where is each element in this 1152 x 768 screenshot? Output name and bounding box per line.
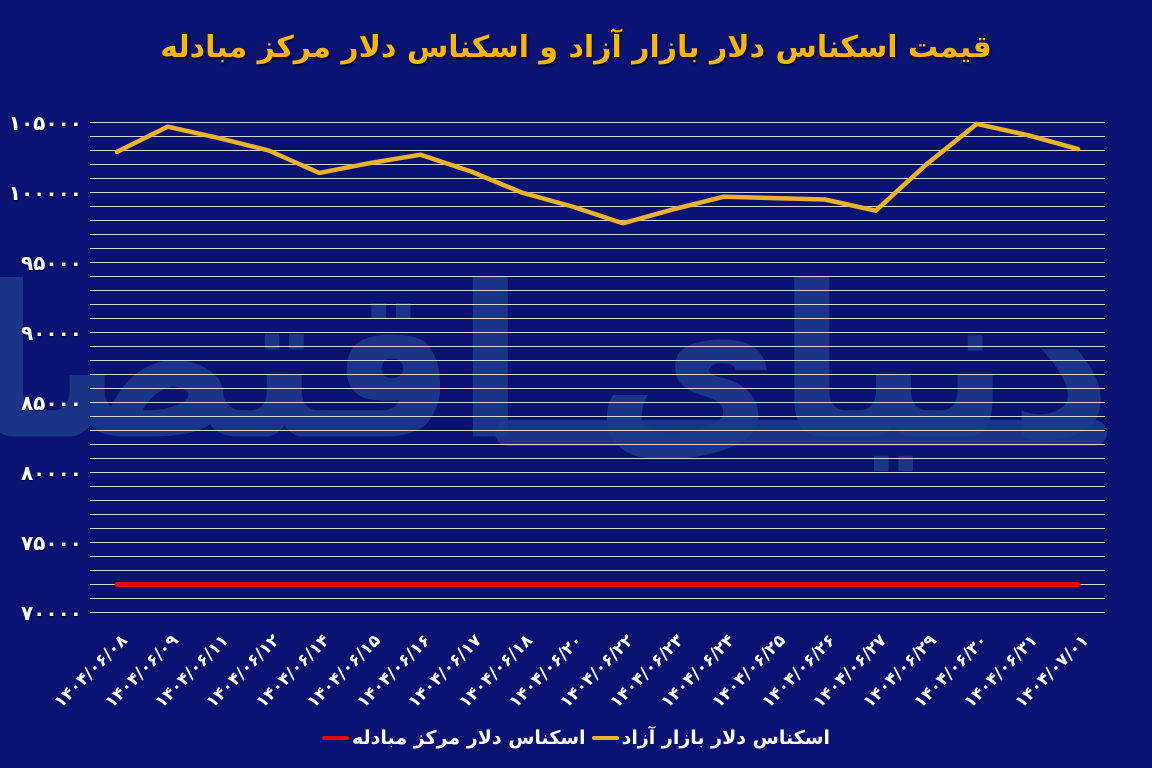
y-tick-label: ۷۰۰۰۰ — [20, 600, 82, 625]
y-tick-label: ۱۰۵۰۰۰ — [8, 110, 82, 135]
series-line-0 — [114, 121, 1081, 226]
chart-title: قیمت اسکناس دلار بازار آزاد و اسکناس دلا… — [160, 30, 992, 65]
legend-swatch-exchange-center-dollar — [322, 736, 350, 740]
legend-item-exchange-center-dollar: اسکناس دلار مرکز مبادله — [322, 727, 586, 749]
legend: اسکناس دلار بازار آزاد اسکناس دلار مرکز … — [0, 722, 1152, 754]
legend-item-free-market-dollar: اسکناس دلار بازار آزاد — [591, 727, 830, 749]
y-tick-label: ۷۵۰۰۰ — [20, 530, 82, 555]
y-tick-label: ۹۰۰۰۰ — [20, 320, 82, 345]
y-tick-label: ۸۵۰۰۰ — [20, 390, 82, 415]
legend-swatch-free-market-dollar — [591, 736, 619, 740]
y-axis: ۱۰۵۰۰۰ ۱۰۰۰۰۰ ۹۵۰۰۰ ۹۰۰۰۰ ۸۵۰۰۰ ۸۰۰۰۰ ۷۵۰۰۰ ۷۰۰… — [0, 0, 82, 768]
legend-label-free-market-dollar: اسکناس دلار بازار آزاد — [621, 727, 830, 749]
y-tick-label: ۹۵۰۰۰ — [20, 250, 82, 275]
y-tick-label: ۱۰۰۰۰۰ — [8, 180, 82, 205]
y-tick-label: ۸۰۰۰۰ — [20, 460, 82, 485]
legend-label-exchange-center-dollar: اسکناس دلار مرکز مبادله — [352, 727, 586, 749]
